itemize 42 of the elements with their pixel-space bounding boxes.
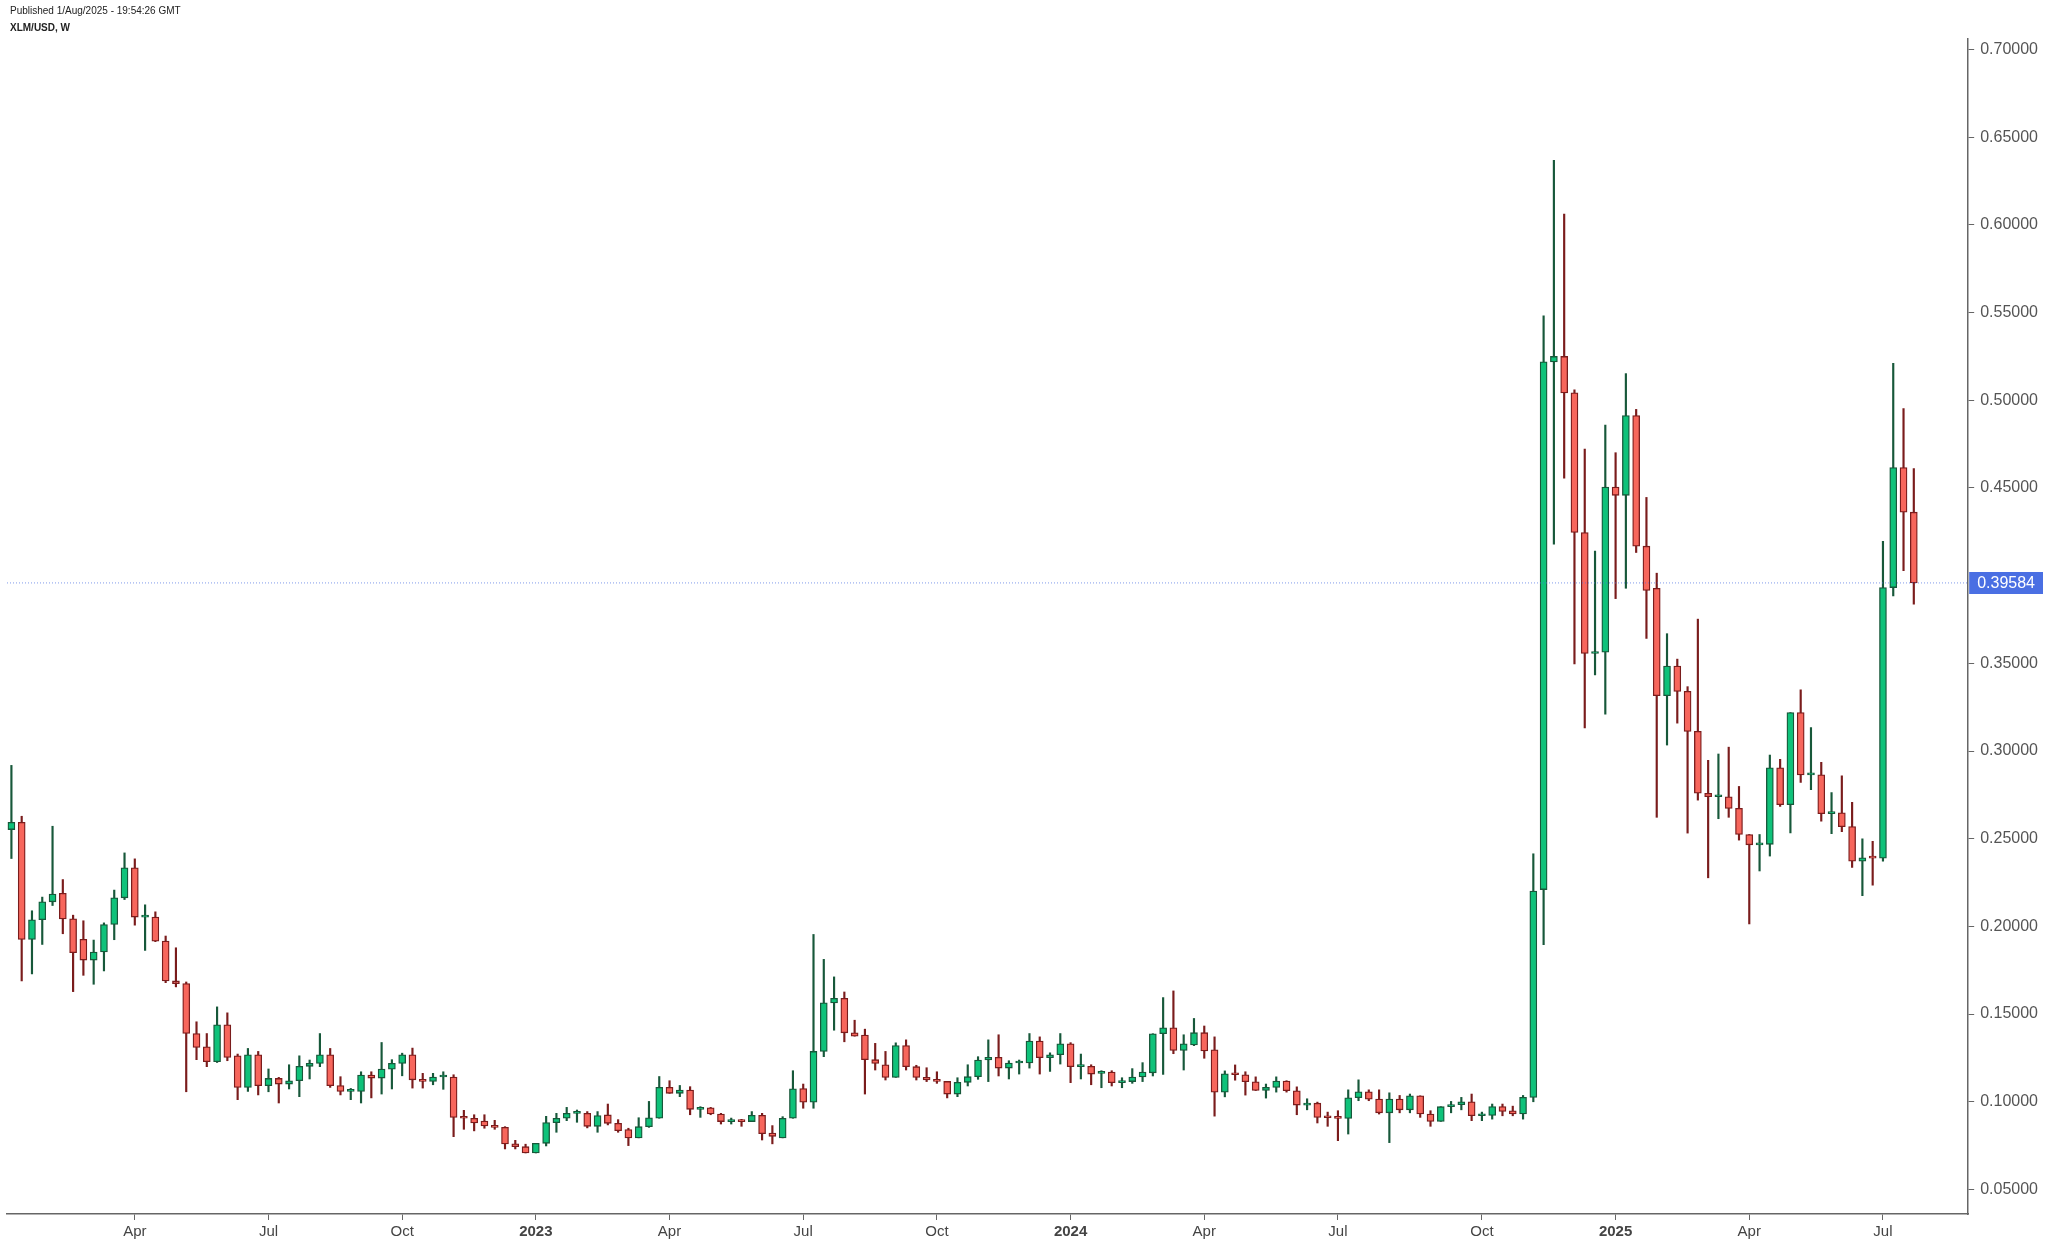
candlestick [809, 934, 818, 1109]
y-tick-label: 0.55000 [1980, 302, 2039, 320]
candlestick [1714, 753, 1723, 820]
x-tick-label: Jul [793, 1222, 813, 1240]
candlestick [1827, 792, 1836, 835]
x-tick-label: 2025 [1598, 1222, 1633, 1240]
x-tick-label: 2024 [1053, 1222, 1088, 1240]
y-tick-label: 0.70000 [1980, 39, 2039, 57]
candlestick [1097, 1070, 1106, 1089]
candlestick [48, 825, 57, 906]
candlestick [1642, 497, 1651, 639]
y-tick-label: 0.05000 [1980, 1179, 2039, 1197]
y-tick-label: 0.15000 [1980, 1004, 2039, 1022]
candlestick [552, 1113, 561, 1133]
y-tick-label: 0.20000 [1980, 916, 2039, 934]
y-tick-label: 0.10000 [1980, 1092, 2039, 1110]
y-tick-label: 0.30000 [1980, 741, 2039, 759]
x-tick-label: Oct [1470, 1222, 1495, 1240]
y-tick-label: 0.60000 [1980, 215, 2039, 233]
x-tick-label: Jul [258, 1222, 279, 1240]
candlestick [480, 1114, 489, 1129]
y-tick-label: 0.65000 [1980, 127, 2039, 145]
candlestick [1899, 408, 1908, 572]
candlestick [1550, 160, 1558, 545]
chart-title: XLM/USD, W [10, 22, 70, 33]
ref-line-label: 0.39584 [1977, 574, 2036, 592]
x-tick-label: Apr [1737, 1222, 1761, 1240]
y-tick-label: 0.50000 [1980, 390, 2039, 408]
x-tick-label: Oct [390, 1222, 415, 1240]
x-tick-label: Apr [1192, 1222, 1216, 1240]
x-tick-label: Jul [1873, 1222, 1893, 1240]
x-tick-label: Apr [123, 1222, 147, 1240]
y-tick-label: 0.45000 [1980, 478, 2039, 496]
x-tick-label: Apr [657, 1222, 682, 1240]
y-tick-label: 0.25000 [1980, 829, 2039, 847]
text: Published 1/Aug/2025 - 19:54:26 GMT [10, 5, 181, 16]
candlestick [1138, 1062, 1147, 1082]
candlestick [1683, 686, 1692, 834]
x-tick-label: Jul [1328, 1222, 1348, 1240]
y-tick-label: 0.35000 [1980, 653, 2039, 671]
x-tick-label: 2023 [519, 1222, 553, 1240]
x-tick-label: Oct [925, 1222, 950, 1240]
